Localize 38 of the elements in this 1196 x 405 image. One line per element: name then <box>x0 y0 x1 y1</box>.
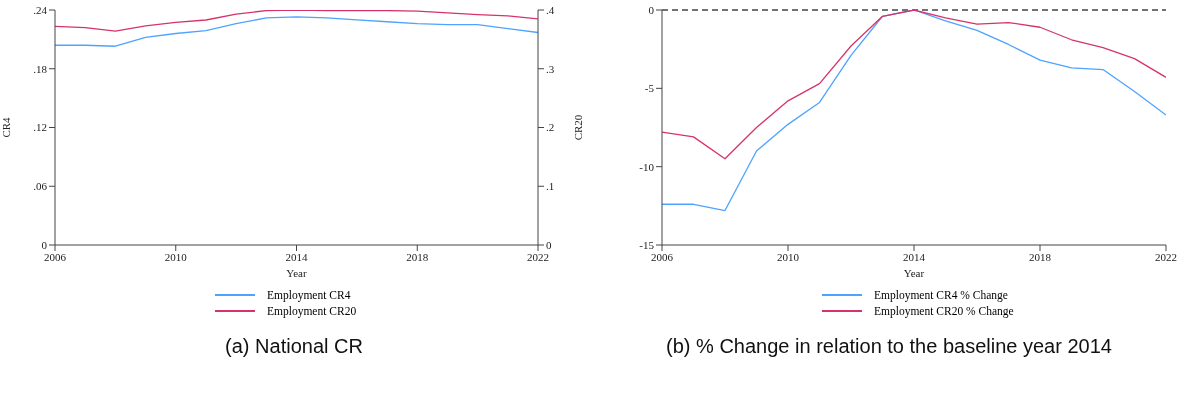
y2-tick-label: .2 <box>546 121 555 134</box>
y-tick-label: -5 <box>644 82 655 95</box>
y-tick-label: -15 <box>639 238 655 251</box>
x-tick-label: 2014 <box>903 250 926 263</box>
x-tick-label: 2018 <box>406 250 429 263</box>
y-tick-label: .24 <box>33 3 48 16</box>
x-tick-label: 2010 <box>777 250 800 263</box>
line-series <box>662 10 1166 160</box>
y-tick-label: -10 <box>639 160 655 173</box>
x-tick-label: 2022 <box>527 250 549 263</box>
legend-label: Employment CR20 % Change <box>874 305 1014 317</box>
x-tick-label: 2022 <box>1155 250 1177 263</box>
x-tick-label: 2006 <box>651 250 674 263</box>
y-tick-label: .18 <box>33 62 48 75</box>
legend-label: Employment CR20 <box>267 305 357 317</box>
y2-tick-label: 0 <box>546 238 552 251</box>
y2-axis-title: CR20 <box>571 114 584 141</box>
y-axis-title: CR4 <box>0 116 12 138</box>
y2-tick-label: .1 <box>546 180 555 193</box>
line-series <box>55 16 538 47</box>
text: (b) % Change in relation to the baseline year 2014 <box>665 335 1113 358</box>
x-tick-label: 2006 <box>44 250 67 263</box>
legend-label: Employment CR4 % Change <box>874 289 1008 301</box>
x-axis-title: Year <box>286 267 307 279</box>
y-tick-label: 0 <box>41 238 48 251</box>
y-tick-label: .06 <box>33 180 48 193</box>
line-series <box>662 10 1166 212</box>
x-tick-label: 2018 <box>1029 250 1052 263</box>
legend-label: Employment CR4 <box>267 289 351 301</box>
y2-tick-label: .3 <box>546 62 555 75</box>
y-tick-label: .12 <box>33 121 47 134</box>
text: (a) National CR <box>224 335 364 358</box>
x-tick-label: 2010 <box>164 250 188 263</box>
line-series <box>55 10 538 32</box>
x-tick-label: 2014 <box>285 250 308 263</box>
y-tick-label: 0 <box>648 3 655 16</box>
y2-tick-label: .4 <box>546 3 555 16</box>
x-axis-title: Year <box>903 267 925 279</box>
